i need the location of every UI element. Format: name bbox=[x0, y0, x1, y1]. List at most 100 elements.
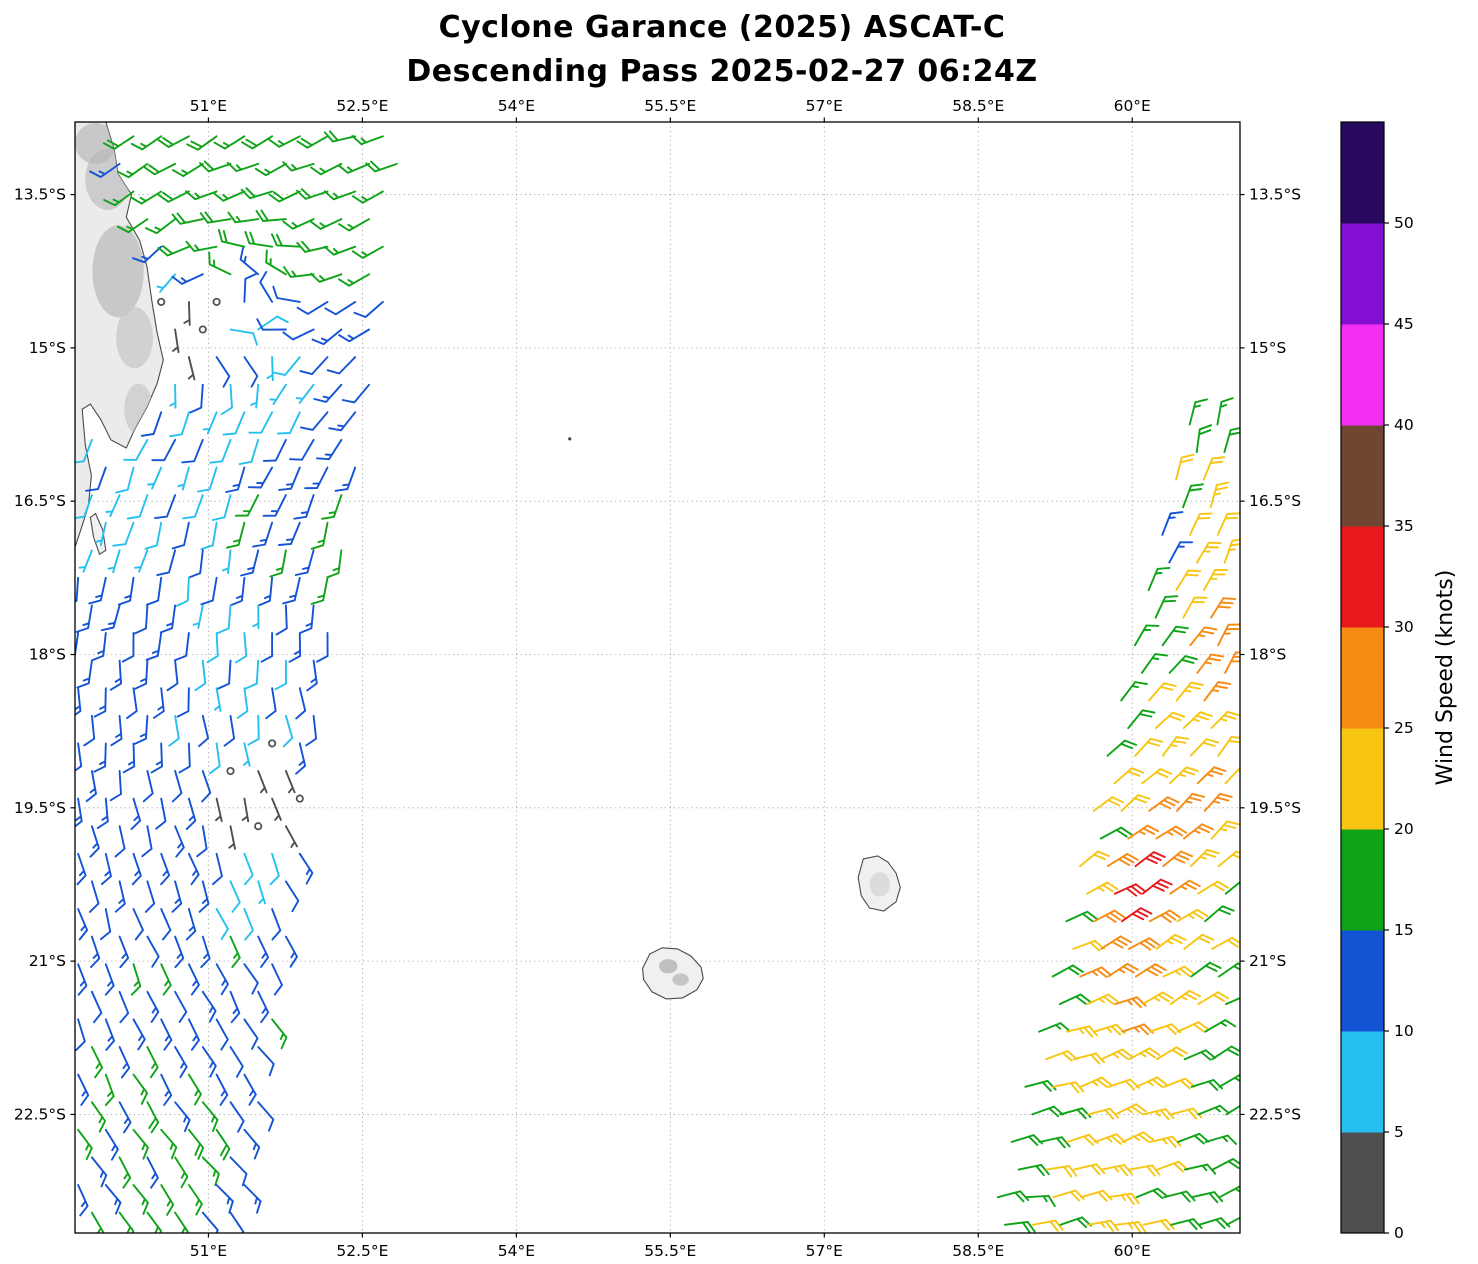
wind-barb bbox=[104, 963, 115, 996]
wind-barb bbox=[324, 300, 357, 316]
wind-barb bbox=[1135, 1076, 1168, 1088]
wind-barb bbox=[1170, 1218, 1203, 1231]
wind-barb bbox=[105, 494, 121, 518]
wind-barb bbox=[122, 742, 136, 774]
wind-barb bbox=[365, 160, 398, 173]
wind-barb bbox=[1189, 512, 1213, 536]
wind-barb bbox=[104, 1073, 115, 1107]
reunion-island-shading bbox=[659, 959, 678, 974]
wind-barb bbox=[284, 880, 300, 913]
chart-title-line2: Descending Pass 2025-02-27 06:24Z bbox=[406, 53, 1038, 89]
colorbar-band bbox=[1341, 1031, 1384, 1133]
wind-barb bbox=[265, 687, 277, 720]
wind-barb bbox=[225, 466, 246, 493]
wind-barb bbox=[1163, 1190, 1196, 1203]
wind-barb bbox=[271, 1018, 288, 1050]
wind-barb bbox=[299, 356, 329, 376]
wind-barb bbox=[227, 211, 260, 224]
wind-barb bbox=[254, 162, 287, 177]
wind-barb bbox=[1147, 566, 1171, 592]
x-tick-label-bottom: 60°E bbox=[1114, 1242, 1151, 1260]
wind-barb bbox=[1141, 991, 1174, 1006]
wind-barb bbox=[1197, 880, 1229, 895]
wind-barb bbox=[1106, 852, 1139, 868]
wind-barb bbox=[85, 770, 97, 803]
wind-barb bbox=[130, 135, 163, 151]
wind-barb bbox=[217, 659, 232, 690]
wind-barb bbox=[85, 466, 107, 492]
terrain-shading bbox=[116, 306, 154, 369]
x-tick-label-top: 52.5°E bbox=[336, 97, 388, 115]
colorbar-band bbox=[1341, 1132, 1384, 1234]
wind-barb bbox=[185, 908, 197, 941]
wind-barb bbox=[243, 963, 259, 995]
wind-barb bbox=[1188, 398, 1208, 426]
wind-barb bbox=[1059, 1107, 1092, 1120]
wind-barb bbox=[146, 1046, 159, 1079]
colorbar-tick-label: 50 bbox=[1394, 214, 1414, 232]
wind-barb bbox=[1086, 1107, 1120, 1120]
wind-barb bbox=[282, 218, 315, 230]
wind-barb bbox=[76, 659, 93, 689]
wind-barb bbox=[130, 963, 142, 996]
wind-barb bbox=[1218, 1185, 1240, 1199]
wind-barb bbox=[200, 935, 211, 969]
wind-barb bbox=[1169, 1107, 1203, 1120]
wind-barb bbox=[1183, 1163, 1217, 1175]
wind-barb bbox=[1134, 737, 1164, 757]
wind-barb bbox=[215, 963, 229, 996]
wind-barb bbox=[243, 1018, 259, 1050]
wind-barb bbox=[288, 632, 302, 663]
wind-barb bbox=[1210, 710, 1240, 730]
wind-barb bbox=[269, 852, 280, 886]
wind-barb bbox=[271, 963, 283, 996]
wind-barb bbox=[75, 742, 83, 772]
wind-barb bbox=[1031, 1219, 1064, 1232]
wind-barb bbox=[1203, 681, 1232, 702]
wind-barb bbox=[177, 466, 190, 491]
wind-barb bbox=[1051, 964, 1084, 978]
wind-barb bbox=[196, 466, 218, 493]
wind-barb bbox=[123, 438, 149, 461]
wind-barb bbox=[243, 1128, 261, 1160]
wind-barb bbox=[1135, 1187, 1168, 1200]
calm-circle bbox=[212, 297, 221, 306]
wind-barb bbox=[75, 494, 93, 520]
wind-barb bbox=[309, 218, 343, 230]
calm-circle bbox=[254, 822, 263, 831]
wind-barb bbox=[200, 521, 218, 551]
wind-barb bbox=[1225, 997, 1240, 1006]
wind-barb bbox=[284, 770, 296, 794]
wind-barb bbox=[1162, 965, 1195, 978]
wind-barb bbox=[201, 1211, 219, 1233]
wind-barb bbox=[1134, 963, 1167, 978]
wind-barb bbox=[78, 1240, 88, 1264]
wind-barb bbox=[91, 632, 107, 662]
wind-barb bbox=[174, 1156, 189, 1189]
wind-barb bbox=[89, 825, 100, 858]
wind-barb bbox=[1211, 1045, 1240, 1061]
colorbar-band bbox=[1341, 829, 1384, 931]
wind-barb bbox=[252, 521, 274, 548]
wind-barb bbox=[1148, 796, 1180, 812]
wind-barb bbox=[77, 1073, 90, 1106]
wind-barb bbox=[1189, 626, 1218, 647]
wind-barb bbox=[1176, 792, 1206, 812]
wind-barb bbox=[1196, 766, 1227, 785]
wind-barb bbox=[248, 411, 274, 434]
wind-barb bbox=[1140, 653, 1169, 674]
wind-barb bbox=[1148, 909, 1181, 923]
wind-barb bbox=[1149, 1135, 1182, 1148]
wind-barb bbox=[144, 218, 177, 235]
wind-barb bbox=[186, 135, 218, 151]
wind-barb bbox=[1176, 908, 1209, 923]
wind-barb bbox=[298, 852, 314, 885]
wind-barb bbox=[351, 190, 384, 204]
wind-barb bbox=[272, 285, 301, 303]
wind-barb bbox=[1100, 935, 1132, 950]
wind-barb bbox=[268, 190, 301, 203]
colorbar-band bbox=[1341, 627, 1384, 729]
colorbar-band bbox=[1341, 728, 1384, 830]
wind-barb bbox=[223, 714, 236, 747]
